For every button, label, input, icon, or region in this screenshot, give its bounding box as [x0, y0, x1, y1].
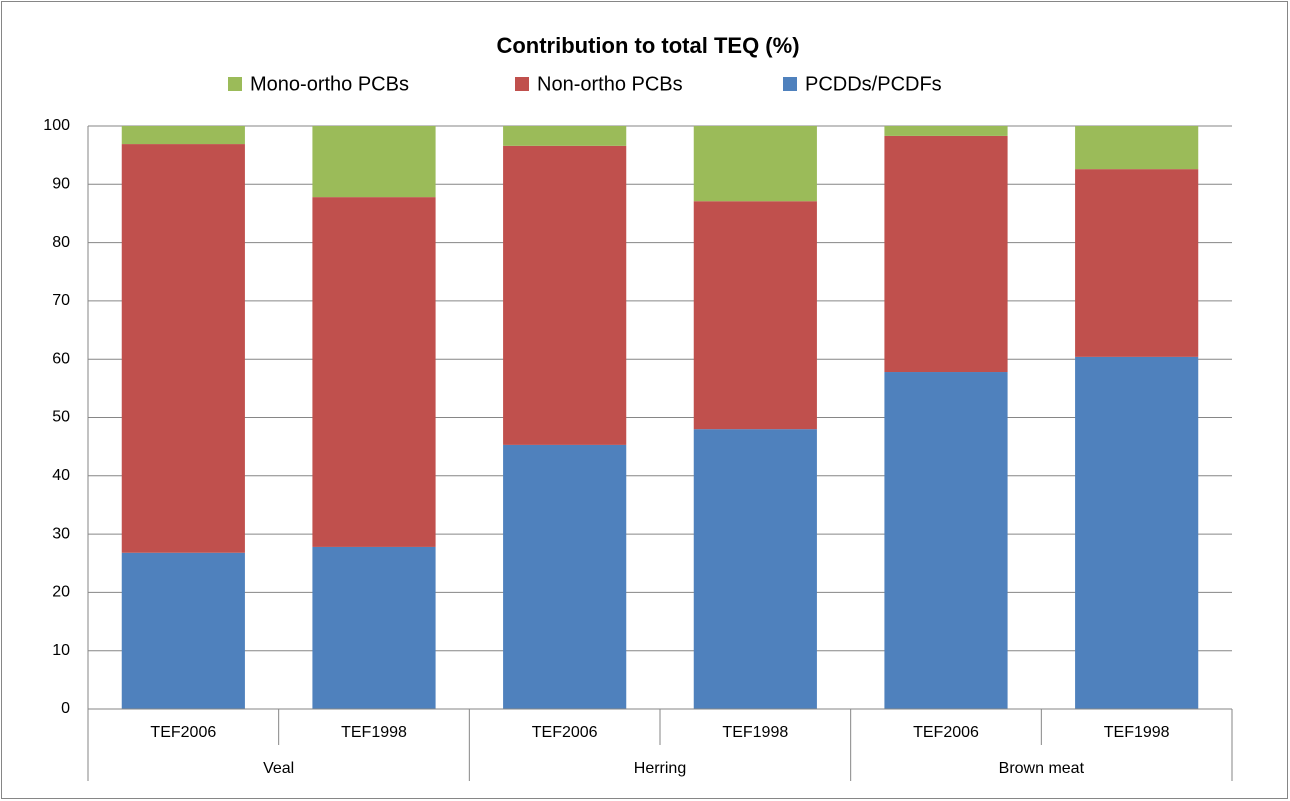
bar-segment [503, 444, 627, 709]
legend-swatch [783, 77, 797, 91]
y-tick-label: 100 [43, 117, 70, 134]
legend-swatch [515, 77, 529, 91]
legend-label: PCDDs/PCDFs [805, 73, 942, 95]
bar-segment [884, 372, 1008, 709]
group-label: Brown meat [999, 760, 1085, 777]
y-tick-label: 10 [52, 642, 70, 659]
x-tick-label: TEF2006 [150, 724, 216, 741]
group-label: Veal [263, 760, 294, 777]
bar-segment [503, 145, 627, 445]
bar-segment [693, 201, 817, 430]
x-tick-label: TEF1998 [341, 724, 407, 741]
bar-segment [1075, 126, 1199, 170]
legend-label: Mono-ortho PCBs [250, 73, 409, 95]
y-tick-label: 30 [52, 525, 70, 542]
x-tick-label: TEF1998 [1104, 724, 1170, 741]
bar-segment [1075, 169, 1199, 357]
bar-segment [121, 552, 245, 709]
x-tick-label: TEF2006 [532, 724, 598, 741]
y-tick-label: 60 [52, 350, 70, 367]
bar-segment [312, 546, 436, 709]
bar-segment [884, 126, 1008, 136]
x-tick-label: TEF1998 [722, 724, 788, 741]
bar-segment [884, 135, 1008, 373]
y-tick-label: 40 [52, 467, 70, 484]
y-tick-label: 20 [52, 584, 70, 601]
y-tick-label: 50 [52, 409, 70, 426]
bar-segment [312, 126, 436, 198]
y-tick-label: 70 [52, 292, 70, 309]
legend-label: Non-ortho PCBs [537, 73, 683, 95]
bar-segment [693, 429, 817, 709]
bar-segment [693, 126, 817, 202]
y-tick-label: 90 [52, 176, 70, 193]
bar-segment [121, 126, 245, 145]
bar-segment [121, 144, 245, 553]
x-tick-label: TEF2006 [913, 724, 979, 741]
y-tick-label: 80 [52, 234, 70, 251]
y-tick-label: 0 [61, 700, 70, 717]
legend-swatch [228, 77, 242, 91]
group-label: Herring [634, 760, 686, 777]
chart-title: Contribution to total TEQ (%) [496, 33, 799, 58]
bar-segment [1075, 356, 1199, 709]
bar-segment [312, 197, 436, 547]
bar-segment [503, 126, 627, 146]
